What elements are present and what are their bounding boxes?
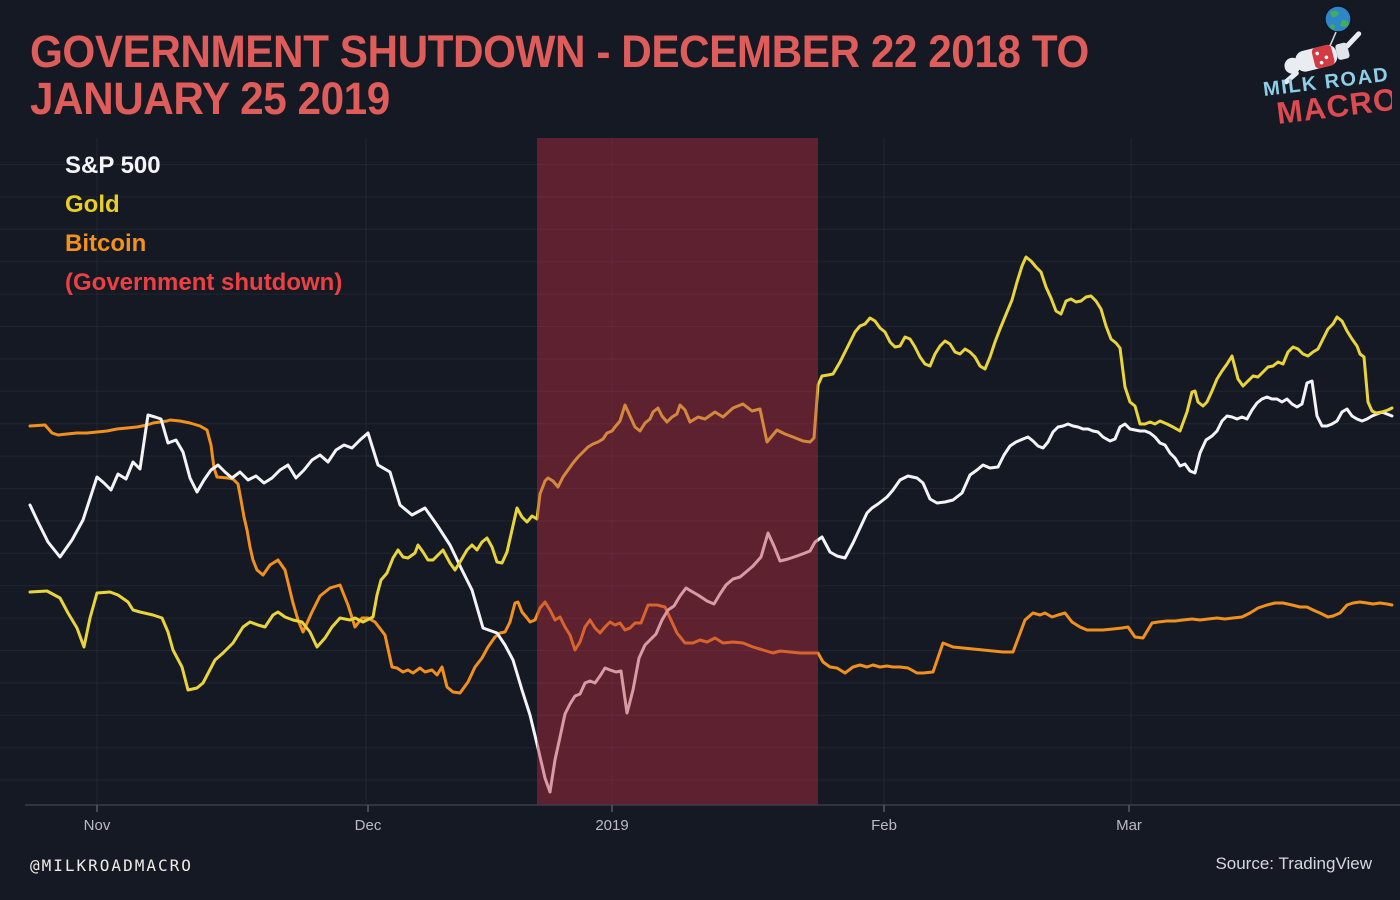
legend-item-bitcoin: Bitcoin (65, 230, 147, 257)
legend-item-gold: Gold (65, 191, 120, 218)
source-credit: Source: TradingView (1215, 854, 1372, 873)
chart-title-line2: JANUARY 25 2019 (30, 73, 390, 124)
x-axis-label: Dec (355, 817, 382, 834)
x-axis-label: 2019 (595, 817, 628, 834)
x-axis-label: Nov (84, 817, 111, 834)
globe-balloon-icon (1324, 5, 1352, 53)
x-axis-label: Feb (871, 817, 897, 834)
chart-title-line1: GOVERNMENT SHUTDOWN - DECEMBER 22 2018 T… (30, 26, 1089, 77)
shutdown-band (537, 138, 818, 805)
legend-item-shutdown: (Government shutdown) (65, 269, 343, 296)
chart-title: GOVERNMENT SHUTDOWN - DECEMBER 22 2018 T… (30, 28, 1089, 122)
x-axis-label: Mar (1116, 817, 1142, 834)
sp500-line (28, 379, 1394, 794)
logo-art: MILK ROAD MACRO (1262, 5, 1400, 131)
milk-road-macro-logo: MILK ROAD MACRO (1254, 4, 1400, 132)
social-handle: @MILKROADMACRO (30, 856, 193, 875)
chart-legend: S&P 500 Gold Bitcoin (Government shutdow… (65, 146, 342, 302)
gold-line (28, 255, 1394, 692)
milkman-figure (1283, 31, 1362, 85)
legend-item-sp500: S&P 500 (65, 152, 161, 179)
bitcoin-line (28, 418, 1394, 695)
